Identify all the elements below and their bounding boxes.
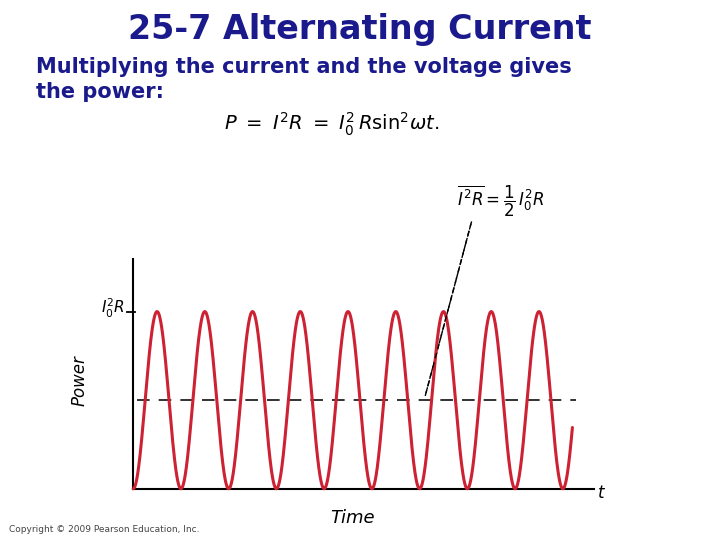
Text: 25-7 Alternating Current: 25-7 Alternating Current [128,14,592,46]
Text: Multiplying the current and the voltage gives: Multiplying the current and the voltage … [36,57,572,77]
Text: the power:: the power: [36,82,164,102]
Text: Copyright © 2009 Pearson Education, Inc.: Copyright © 2009 Pearson Education, Inc. [9,524,199,534]
Text: Power: Power [71,355,89,406]
Text: $t$: $t$ [597,484,606,502]
Text: $I_0^2 R$: $I_0^2 R$ [101,298,125,320]
Text: $P \ = \ I^2R \ = \ I_0^2\,R\sin^2\!\omega t.$: $P \ = \ I^2R \ = \ I_0^2\,R\sin^2\!\ome… [223,111,439,138]
Text: $\overline{I^2R} = \dfrac{1}{2}\,I_0^2 R$: $\overline{I^2R} = \dfrac{1}{2}\,I_0^2 R… [457,184,544,219]
Text: Time: Time [330,509,375,528]
